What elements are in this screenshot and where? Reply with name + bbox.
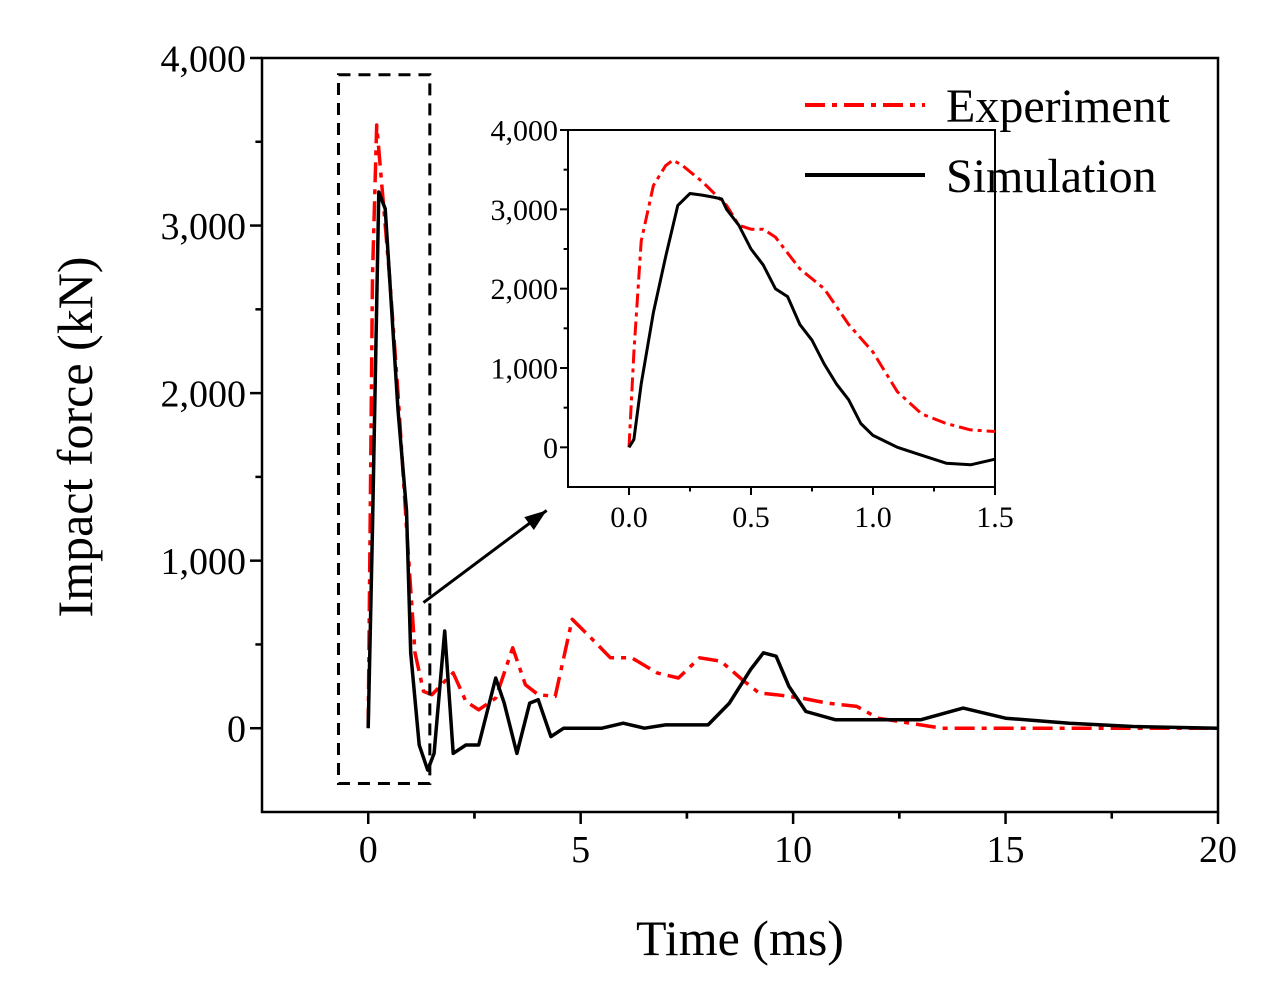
inset-series-simulation (627, 192, 996, 467)
inset-arrow-head (524, 510, 547, 530)
main-frame (260, 56, 1220, 814)
inset-x-tick-label: 1.5 (976, 501, 1014, 534)
main-plot: 0 5 10 15 20 0 1,000 2,000 3,000 4,000 (161, 38, 1238, 871)
inset-x-tick-label: 1.0 (854, 501, 892, 534)
inset-y-tick-label: 3,000 (491, 194, 559, 227)
inset-y-tick-label: 4,000 (491, 115, 559, 148)
inset-x-tick-label: 0.0 (610, 501, 648, 534)
y-axis-title: Impact force (kN) (47, 257, 103, 618)
main-series-experiment (366, 123, 1218, 730)
x-axis-title: Time (ms) (636, 910, 844, 966)
inset-y-tick-label: 0 (543, 432, 558, 465)
main-x-tick-label: 20 (1199, 829, 1237, 871)
zoom-region-box (336, 73, 432, 786)
main-x-tick-label: 10 (774, 829, 812, 871)
inset-frame (567, 129, 996, 488)
main-x-tick-label: 15 (987, 829, 1025, 871)
inset-x-tick-label: 0.5 (732, 501, 770, 534)
main-y-tick-label: 2,000 (161, 373, 247, 415)
inset-y-tick-label: 2,000 (491, 273, 559, 306)
main-x-tick-label: 5 (571, 829, 590, 871)
inset-series-experiment (627, 158, 996, 448)
main-x-tick-label: 0 (359, 829, 378, 871)
legend-experiment-label: Experiment (946, 80, 1171, 133)
legend: Experiment Simulation (805, 80, 1171, 203)
main-y-tick-label: 0 (227, 709, 246, 751)
main-y-tick-label: 3,000 (161, 206, 247, 248)
legend-simulation-label: Simulation (946, 150, 1157, 203)
main-y-tick-label: 4,000 (161, 38, 247, 80)
main-series-simulation (366, 190, 1219, 772)
inset-y-tick-label: 1,000 (491, 353, 559, 386)
main-y-tick-label: 1,000 (161, 541, 247, 583)
inset-plot: 0.0 0.5 1.0 1.5 0 1,000 2,000 3,000 4,000 (491, 115, 1014, 535)
inset-arrow-line (422, 509, 548, 604)
